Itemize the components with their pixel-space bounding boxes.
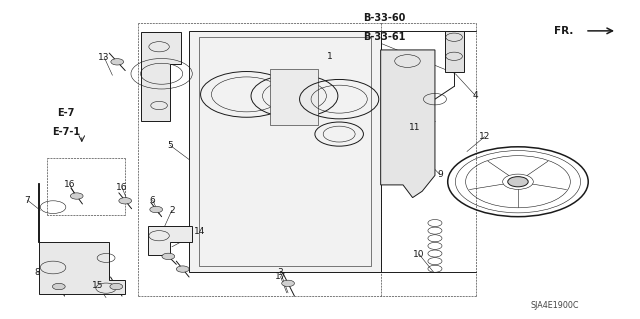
Text: 6: 6 xyxy=(150,196,156,205)
Text: 11: 11 xyxy=(409,122,420,132)
Polygon shape xyxy=(381,50,435,197)
Text: 7: 7 xyxy=(25,196,30,205)
Text: 17: 17 xyxy=(275,272,286,281)
Text: B-33-60: B-33-60 xyxy=(363,13,405,23)
Text: 4: 4 xyxy=(472,91,478,100)
Text: FR.: FR. xyxy=(554,26,573,36)
Text: 9: 9 xyxy=(437,170,443,179)
Circle shape xyxy=(119,197,132,204)
Text: 3: 3 xyxy=(278,268,284,277)
Text: 8: 8 xyxy=(35,268,40,277)
Text: 16: 16 xyxy=(116,183,128,192)
Text: SJA4E1900C: SJA4E1900C xyxy=(531,301,579,310)
Circle shape xyxy=(162,253,175,260)
Circle shape xyxy=(508,177,528,187)
Text: E-7: E-7 xyxy=(57,108,74,118)
Text: 13: 13 xyxy=(99,53,110,62)
Text: 16: 16 xyxy=(64,180,76,189)
Text: 2: 2 xyxy=(169,206,175,215)
Text: 5: 5 xyxy=(167,141,173,150)
Circle shape xyxy=(111,59,124,65)
Bar xyxy=(270,69,318,124)
Circle shape xyxy=(150,206,163,213)
Polygon shape xyxy=(38,183,125,294)
Text: 15: 15 xyxy=(92,281,104,290)
Circle shape xyxy=(282,280,294,286)
Circle shape xyxy=(70,193,83,199)
Bar xyxy=(445,31,464,72)
Polygon shape xyxy=(148,226,192,255)
Polygon shape xyxy=(141,33,180,122)
Circle shape xyxy=(52,283,65,290)
Text: 12: 12 xyxy=(479,132,490,141)
Text: 10: 10 xyxy=(413,250,425,259)
Bar xyxy=(189,31,381,272)
Circle shape xyxy=(176,266,189,272)
Text: E-7-1: E-7-1 xyxy=(52,127,80,137)
Text: 14: 14 xyxy=(195,227,205,236)
Text: 1: 1 xyxy=(326,52,332,61)
Circle shape xyxy=(110,283,123,290)
Bar xyxy=(198,37,371,266)
Text: B-33-61: B-33-61 xyxy=(363,32,405,41)
